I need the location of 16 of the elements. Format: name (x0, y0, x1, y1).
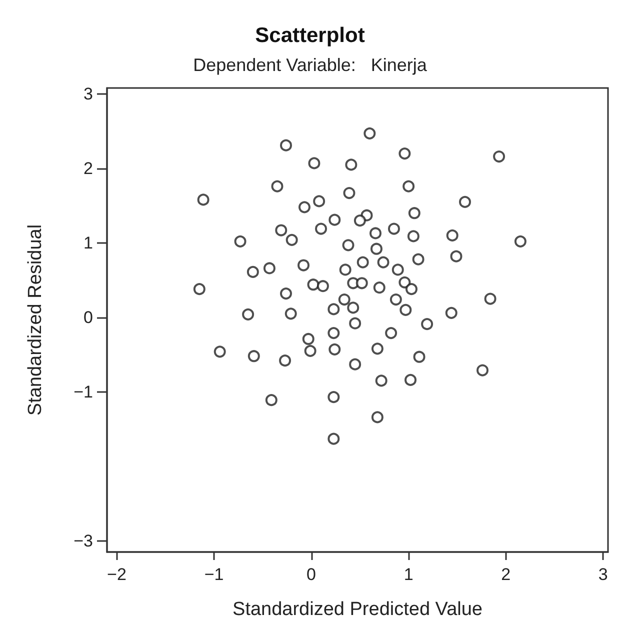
y-tick-label: 0 (84, 308, 93, 327)
x-tick-label: −2 (107, 565, 126, 584)
y-tick-label: 3 (84, 84, 93, 104)
x-tick-label: 0 (306, 565, 316, 584)
y-tick-label: −3 (74, 531, 93, 550)
x-tick-label: 1 (404, 565, 414, 584)
x-axis-title: Standardized Predicted Value (232, 599, 482, 620)
x-tick-label: 3 (598, 565, 608, 584)
x-tick-label: 2 (501, 565, 511, 584)
y-tick-label: −1 (74, 382, 93, 402)
y-axis-title: Standardized Residual (25, 224, 46, 416)
chart-title: Scatterplot (255, 24, 365, 47)
chart-subtitle: Dependent Variable: Kinerja (193, 55, 428, 75)
y-tick-label: 1 (84, 233, 93, 252)
y-tick-label: 2 (84, 158, 93, 178)
x-tick-label: −1 (204, 565, 224, 584)
